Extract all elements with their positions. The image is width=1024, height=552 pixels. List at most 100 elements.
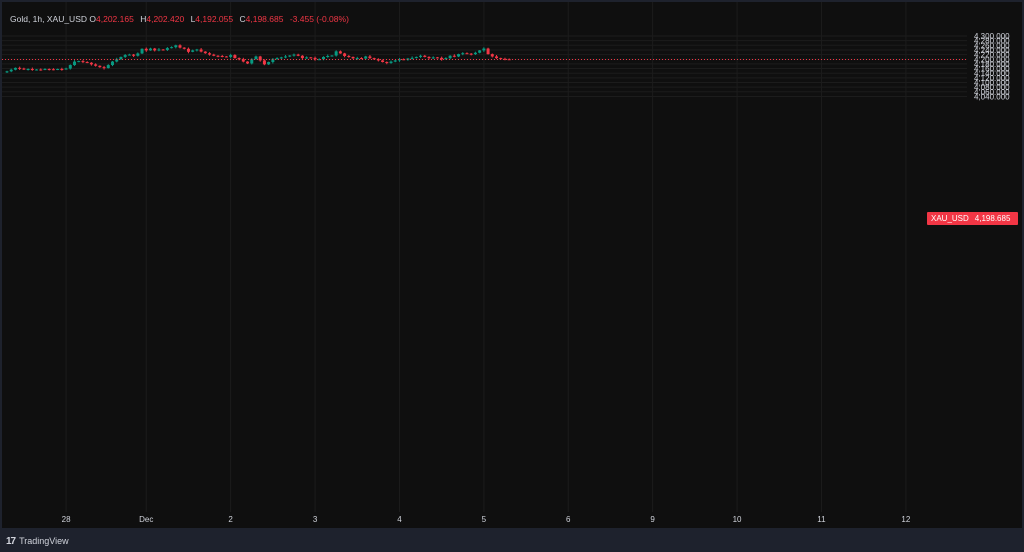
candle-body: [148, 48, 152, 51]
candle-body: [68, 65, 72, 69]
x-tick-label: 4: [397, 515, 402, 524]
candle-body: [309, 57, 313, 59]
candle-body: [499, 58, 503, 60]
candle-body: [39, 69, 43, 71]
y-tick-label: 4,220.000: [974, 51, 1010, 60]
candle-body: [144, 48, 148, 51]
candle-body: [119, 56, 123, 60]
candle-body: [26, 69, 30, 71]
low-key: L: [190, 14, 196, 24]
candle-body: [140, 48, 144, 54]
candle-body: [250, 59, 254, 64]
candle-body: [22, 68, 26, 70]
candlestick-chart[interactable]: 4,040.0004,060.0004,080.0004,100.0004,12…: [2, 2, 1022, 528]
low-value: 4,192.055: [195, 14, 234, 24]
candle-body: [444, 58, 448, 60]
candle-body: [123, 55, 127, 57]
candle-body: [56, 69, 60, 71]
tradingview-logo-icon[interactable]: 17: [6, 535, 16, 547]
candle-body: [153, 48, 157, 51]
axis-layer: 4,040.0004,060.0004,080.0004,100.0004,12…: [2, 32, 1010, 524]
y-tick-label: 4,040.000: [974, 92, 1010, 101]
candle-body: [77, 61, 81, 63]
candle-body: [174, 45, 178, 48]
candle-body: [229, 55, 233, 57]
candle-body: [258, 56, 262, 61]
candle-body: [423, 55, 427, 57]
candle-body: [262, 60, 266, 65]
last-price-tag: XAU_USD 4,198.685: [927, 212, 1018, 225]
candle-body: [18, 67, 22, 69]
chart-panel[interactable]: 4,040.000 4,060.000 4,080.000 4,100.000 4,12…: [2, 2, 1022, 528]
brand-label[interactable]: TradingView: [19, 536, 69, 546]
candle-body: [343, 53, 347, 56]
close-key: C: [239, 14, 246, 24]
candle-body: [102, 67, 106, 69]
candle-body: [452, 55, 456, 57]
candle-body: [482, 48, 486, 51]
high-key: H: [140, 14, 147, 24]
candle-body: [35, 69, 39, 71]
candle-body: [279, 57, 283, 59]
candle-body: [199, 49, 203, 52]
candle-body: [372, 58, 376, 60]
candle-body: [237, 58, 241, 60]
candle-body: [334, 51, 338, 56]
candle-body: [364, 56, 368, 59]
x-tick-label: 12: [901, 515, 910, 524]
candle-body: [81, 61, 85, 63]
candle-body: [170, 47, 174, 49]
candle-body: [5, 71, 9, 73]
high-value: 4,202.420: [146, 14, 185, 24]
candle-body: [89, 62, 93, 65]
candle-body: [106, 65, 110, 69]
open-value: 4,202.165: [96, 14, 134, 24]
candle-body: [132, 54, 136, 56]
price-tag-value: 4,198.685: [974, 214, 1011, 223]
candle-body: [313, 57, 317, 60]
candle-body: [469, 53, 473, 55]
candle-layer: [5, 44, 511, 74]
candle-body: [440, 57, 444, 60]
change-value: -3.455 (-0.08%): [289, 14, 349, 24]
candle-body: [414, 56, 418, 58]
y-tick-label: 4,100.000: [974, 79, 1010, 88]
candle-body: [359, 58, 363, 60]
candle-body: [111, 61, 114, 66]
candle-body: [85, 62, 89, 64]
x-tick-label: 6: [566, 515, 571, 524]
candle-body: [241, 59, 245, 62]
candle-body: [271, 59, 275, 63]
candle-body: [224, 56, 228, 58]
y-tick-label: 4,260.000: [974, 41, 1010, 50]
candle-body: [47, 69, 51, 71]
x-tick-label: 3: [313, 515, 318, 524]
candle-body: [410, 57, 414, 59]
y-tick-label: 4,180.000: [974, 60, 1010, 69]
candle-body: [431, 57, 435, 59]
candle-body: [98, 65, 102, 68]
candle-body: [503, 58, 507, 60]
candle-body: [465, 53, 469, 55]
candle-body: [381, 60, 385, 63]
candle-body: [419, 55, 423, 57]
candle-body: [305, 57, 309, 59]
candle-body: [473, 52, 477, 55]
open-key: O: [89, 14, 97, 24]
x-tick-label: 10: [733, 515, 742, 524]
candle-body: [347, 55, 351, 57]
y-tick-label: 4,140.000: [974, 69, 1010, 78]
candle-body: [191, 50, 195, 52]
candle-body: [13, 67, 17, 70]
candle-body: [486, 48, 490, 55]
candle-body: [490, 54, 494, 57]
candle-body: [267, 62, 271, 65]
candle-body: [195, 49, 199, 51]
candle-body: [322, 56, 325, 60]
y-tick-label: 4,080.000: [974, 83, 1010, 92]
candle-body: [182, 47, 186, 49]
y-tick-label: 4,300.000: [974, 32, 1010, 41]
candle-body: [208, 53, 212, 55]
x-tick-label: 5: [482, 515, 487, 524]
candle-body: [136, 53, 140, 56]
